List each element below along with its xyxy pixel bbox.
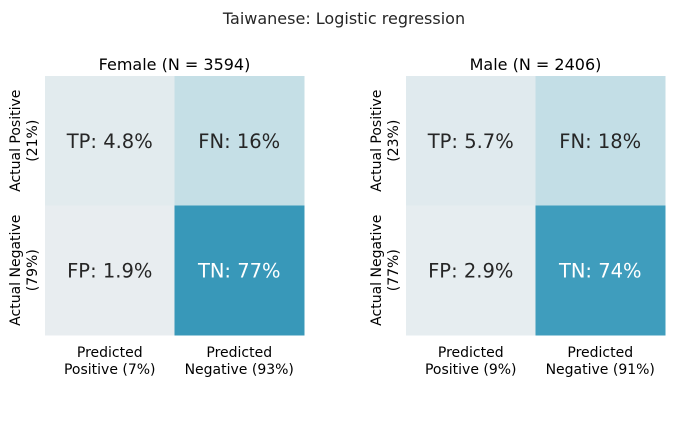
matrix-cell [174, 76, 305, 206]
column-tick-label-line: Predicted [206, 345, 272, 361]
column-tick-label-line: Predicted [438, 345, 504, 361]
row-tick-label-line: Actual Negative [8, 215, 24, 326]
panel-title: Male (N = 2406) [470, 55, 602, 74]
column-tick-label-line: Negative (91%) [546, 362, 655, 378]
row-tick-label-line: (79%) [25, 249, 41, 291]
column-tick-label: Predicted Negative (91%) [546, 345, 655, 378]
column-tick-label-line: Positive (9%) [425, 362, 517, 378]
panel-title: Female (N = 3594) [99, 55, 251, 74]
matrix-cell [406, 205, 536, 336]
row-tick-label: Actual Positive(21%) [8, 90, 41, 192]
column-tick-label: Predicted Negative (93%) [185, 345, 294, 378]
cell-value-label: TP: 4.8% [66, 130, 153, 153]
row-tick-label-line: (77%) [386, 249, 402, 291]
matrix-cell [45, 205, 175, 336]
row-tick-label: Actual Negative(79%) [8, 215, 41, 326]
column-tick-label-line: Negative (93%) [185, 362, 294, 378]
row-tick-label: Actual Positive(23%) [369, 90, 402, 192]
cell-value-label: TN: 74% [558, 259, 642, 282]
column-tick-label-line: Predicted [77, 345, 143, 361]
matrix-cell [174, 205, 305, 336]
cell-value-label: FN: 16% [198, 130, 280, 153]
matrix-cell [535, 205, 666, 336]
column-tick-label-line: Predicted [567, 345, 633, 361]
confusion-matrix-panel: Male (N = 2406) TP: 5.7% FN: 18% FP: 2.9% TN… [369, 55, 666, 378]
column-tick-label: Predicted Positive (9%) [425, 345, 517, 378]
row-tick-label-line: Actual Positive [369, 90, 385, 192]
figure-title: Taiwanese: Logistic regression [222, 9, 465, 28]
column-tick-label-line: Positive (7%) [64, 362, 156, 378]
cell-value-label: FP: 1.9% [67, 259, 152, 282]
cell-value-label: FP: 2.9% [428, 259, 513, 282]
row-tick-label-line: (23%) [386, 120, 402, 162]
matrix-cell [45, 76, 175, 206]
panels: Female (N = 3594) TP: 4.8% FN: 16% FP: 1.9%… [8, 55, 666, 378]
row-tick-label-line: Actual Positive [8, 90, 24, 192]
cell-value-label: FN: 18% [559, 130, 641, 153]
cell-value-label: TN: 77% [197, 259, 281, 282]
matrix-cell [406, 76, 536, 206]
cell-value-label: TP: 5.7% [427, 130, 514, 153]
confusion-matrix-panel: Female (N = 3594) TP: 4.8% FN: 16% FP: 1.9%… [8, 55, 305, 378]
row-tick-label-line: (21%) [25, 120, 41, 162]
row-tick-label-line: Actual Negative [369, 215, 385, 326]
row-tick-label: Actual Negative(77%) [369, 215, 402, 326]
matrix-cell [535, 76, 666, 206]
column-tick-label: Predicted Positive (7%) [64, 345, 156, 378]
